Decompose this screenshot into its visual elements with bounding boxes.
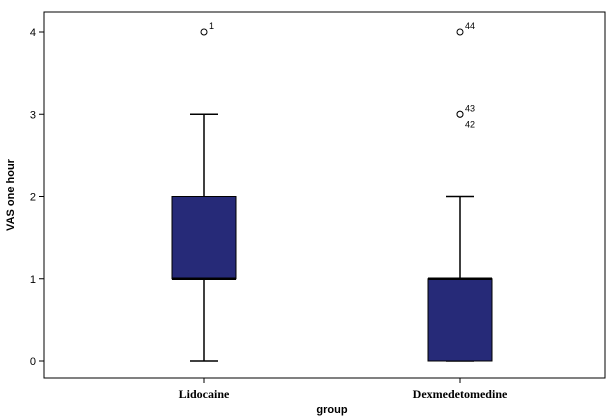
y-tick-label: 3 (30, 109, 36, 121)
outlier-point (456, 28, 464, 36)
y-axis-title: VAS one hour (5, 158, 17, 231)
box-lidocaine: 1 (171, 21, 237, 362)
outlier-point (200, 28, 208, 36)
y-tick-label: 0 (30, 356, 36, 368)
y-tick-label: 4 (30, 27, 36, 39)
x-category-label: Lidocaine (179, 387, 230, 401)
y-axis: 0 1 2 3 4 (30, 27, 44, 368)
box-dexmedetomedine: 44 43 42 (427, 21, 493, 362)
x-axis: Lidocaine Dexmedetomedine (179, 378, 508, 401)
plot-frame (43, 11, 606, 379)
outlier-label: 1 (209, 21, 214, 31)
box-iqr (171, 196, 237, 280)
box-iqr (427, 278, 493, 362)
y-tick-label: 1 (30, 274, 36, 286)
outlier-label: 43 (465, 103, 475, 113)
x-category-label: Dexmedetomedine (413, 387, 508, 401)
boxes: 1 44 43 42 (171, 21, 493, 362)
outlier-label: 44 (465, 21, 475, 31)
y-tick-label: 2 (30, 192, 36, 204)
outlier-label: 42 (465, 119, 475, 129)
outlier-point (456, 110, 464, 118)
x-axis-title: group (316, 404, 347, 416)
